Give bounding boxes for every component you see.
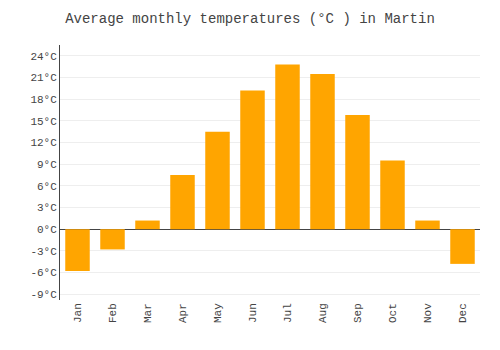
svg-text:Nov: Nov — [422, 303, 434, 323]
svg-text:Jul: Jul — [282, 303, 294, 323]
svg-text:9°C: 9°C — [37, 159, 57, 171]
svg-text:May: May — [212, 303, 224, 323]
svg-text:Mar: Mar — [142, 303, 154, 323]
svg-text:24°C: 24°C — [30, 51, 57, 63]
svg-text:-3°C: -3°C — [30, 246, 57, 258]
svg-text:6°C: 6°C — [37, 181, 57, 193]
svg-text:Aug: Aug — [317, 303, 329, 323]
svg-text:Apr: Apr — [177, 303, 189, 323]
svg-text:Jun: Jun — [247, 303, 259, 323]
svg-text:Feb: Feb — [107, 303, 119, 323]
svg-text:Average monthly temperatures (: Average monthly temperatures (°C ) in Ma… — [65, 11, 435, 27]
svg-text:0°C: 0°C — [37, 224, 57, 236]
svg-text:Jan: Jan — [72, 303, 84, 323]
svg-text:12°C: 12°C — [30, 137, 57, 149]
svg-text:18°C: 18°C — [30, 94, 57, 106]
svg-text:Dec: Dec — [457, 303, 469, 323]
svg-text:21°C: 21°C — [30, 72, 57, 84]
svg-text:Sep: Sep — [352, 303, 364, 323]
svg-text:-9°C: -9°C — [30, 289, 57, 301]
svg-text:3°C: 3°C — [37, 202, 57, 214]
svg-text:Oct: Oct — [387, 303, 399, 323]
svg-text:-6°C: -6°C — [30, 267, 57, 279]
svg-text:15°C: 15°C — [30, 116, 57, 128]
